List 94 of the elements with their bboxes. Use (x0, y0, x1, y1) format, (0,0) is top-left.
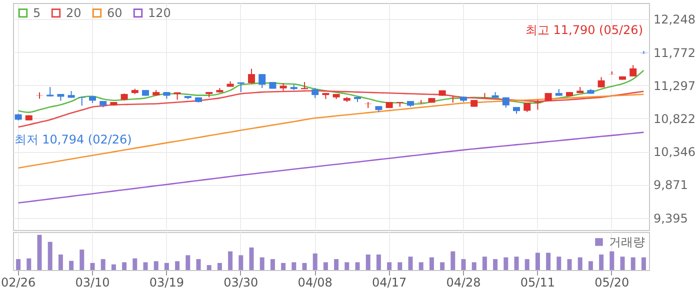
bar (450, 251, 456, 270)
bar (143, 262, 148, 270)
bar (408, 256, 413, 270)
bar (111, 264, 116, 270)
legend-label: 60 (107, 6, 122, 20)
bar (48, 242, 52, 270)
y-tick-label: 12,248 (654, 12, 696, 27)
x-tick-label: 05/11 (520, 276, 555, 289)
x-tick-label: 04/08 (298, 276, 332, 289)
bar (429, 257, 434, 270)
bar (344, 262, 350, 270)
line-series (18, 90, 644, 128)
bar (196, 259, 201, 270)
bar (154, 261, 158, 270)
candlestick (598, 76, 605, 88)
bar (122, 262, 127, 270)
bar (630, 257, 636, 270)
line-series (18, 94, 644, 169)
y-tick-label: 9,395 (654, 211, 688, 226)
x-tick-label: 04/28 (446, 276, 481, 289)
bar (588, 261, 593, 270)
bar (260, 257, 264, 270)
bar (217, 262, 222, 270)
bar (578, 257, 582, 270)
bar (366, 254, 370, 270)
bar (355, 262, 360, 270)
bar (312, 253, 318, 270)
x-tick-label: 04/17 (372, 276, 407, 289)
bar (206, 265, 212, 270)
bar (599, 254, 604, 270)
bar (228, 251, 233, 270)
annotation: 최고 11,790 (05/26) (525, 23, 643, 37)
bar (175, 261, 180, 270)
y-tick-label: 10,822 (654, 112, 696, 126)
y-tick-label: 9,871 (654, 178, 688, 192)
candlestick (258, 74, 266, 89)
bar (482, 256, 487, 270)
bar (641, 257, 646, 270)
x-tick-label: 02/26 (1, 276, 36, 289)
bar (556, 256, 562, 270)
bar (493, 259, 498, 270)
legend-label: 거래량 (609, 235, 645, 249)
candlestick (248, 68, 255, 84)
bar (100, 259, 106, 270)
bar (69, 260, 74, 270)
bar (504, 257, 508, 270)
bar (398, 262, 402, 270)
x-tick-label: 03/30 (224, 276, 258, 289)
bar (472, 262, 476, 270)
bar (281, 262, 286, 270)
candlestick (312, 88, 319, 99)
bar (376, 254, 381, 270)
line-series (18, 132, 644, 204)
legend-label: 20 (66, 6, 82, 20)
bar (610, 251, 614, 270)
bar (387, 262, 392, 270)
bar (292, 262, 296, 270)
y-tick-label: 10,346 (654, 145, 696, 160)
bar (249, 247, 254, 270)
legend-label: 5 (33, 6, 41, 20)
bar (26, 258, 32, 270)
x-tick-label: 03/10 (75, 276, 110, 289)
bar (323, 262, 328, 270)
bar (514, 256, 519, 270)
y-tick-label: 11,297 (654, 78, 696, 93)
bar (334, 259, 339, 270)
bar (567, 259, 572, 270)
bar (440, 262, 445, 270)
candlestick (630, 64, 637, 77)
bar (58, 254, 63, 270)
bar (164, 262, 169, 270)
bar (620, 256, 625, 270)
candlestick (46, 86, 54, 97)
x-tick-label: 05/20 (594, 276, 630, 289)
bar (546, 252, 551, 270)
bar (535, 252, 540, 270)
x-tick-label: 03/19 (149, 276, 184, 289)
bar (238, 255, 244, 270)
bar (16, 259, 21, 270)
bar (302, 262, 307, 270)
bar (524, 259, 530, 270)
bar (37, 234, 42, 270)
bar (461, 259, 466, 270)
line-series (18, 70, 644, 113)
bar (90, 262, 95, 270)
bar (132, 258, 138, 270)
bar (418, 262, 424, 270)
legend-label: 120 (148, 6, 171, 20)
bar (80, 250, 84, 270)
candlestick (418, 99, 425, 104)
annotation: 최저 10,794 (02/26) (14, 132, 132, 146)
bar (270, 259, 275, 270)
bar (186, 255, 190, 270)
y-tick-label: 11,772 (654, 46, 696, 60)
